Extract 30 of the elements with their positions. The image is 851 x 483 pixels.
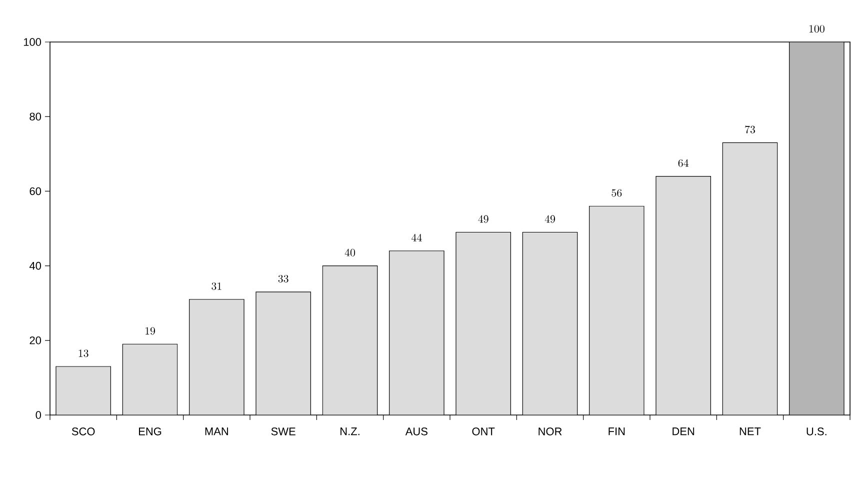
data-label: 64 xyxy=(678,159,688,167)
y-tick-label: 40 xyxy=(29,262,42,270)
y-tick-label: 0 xyxy=(36,411,42,419)
x-tick-label: ONT xyxy=(472,428,495,436)
y-tick-label: 100 xyxy=(24,38,42,46)
data-label: 19 xyxy=(146,327,156,335)
y-tick-label: 60 xyxy=(30,187,42,196)
x-tick-label: NET xyxy=(740,428,761,436)
data-label: 56 xyxy=(612,189,622,197)
x-tick-label: FIN xyxy=(608,428,625,436)
x-tick-label: AUS xyxy=(405,428,428,436)
data-label: 100 xyxy=(809,25,824,33)
x-tick-label: NOR xyxy=(538,428,562,436)
x-tick-label: U.S. xyxy=(806,428,826,436)
data-label: 40 xyxy=(344,248,356,256)
y-tick-label: 20 xyxy=(30,336,42,344)
x-tick-label: SWE xyxy=(271,428,296,436)
data-label: 13 xyxy=(78,350,88,358)
x-tick-label: ENG xyxy=(138,428,162,436)
y-tick-label: 80 xyxy=(30,112,42,120)
data-label: 49 xyxy=(478,215,488,223)
data-label: 73 xyxy=(745,126,756,134)
x-tick-label: SCO xyxy=(72,428,95,436)
data-label: 33 xyxy=(278,274,288,283)
data-label: 44 xyxy=(412,234,422,242)
x-tick-label: DEN xyxy=(672,428,694,436)
x-tick-label: N.Z. xyxy=(340,428,360,436)
x-tick-label: MAN xyxy=(205,428,228,436)
data-label: 31 xyxy=(212,282,222,290)
data-label: 49 xyxy=(544,215,556,223)
